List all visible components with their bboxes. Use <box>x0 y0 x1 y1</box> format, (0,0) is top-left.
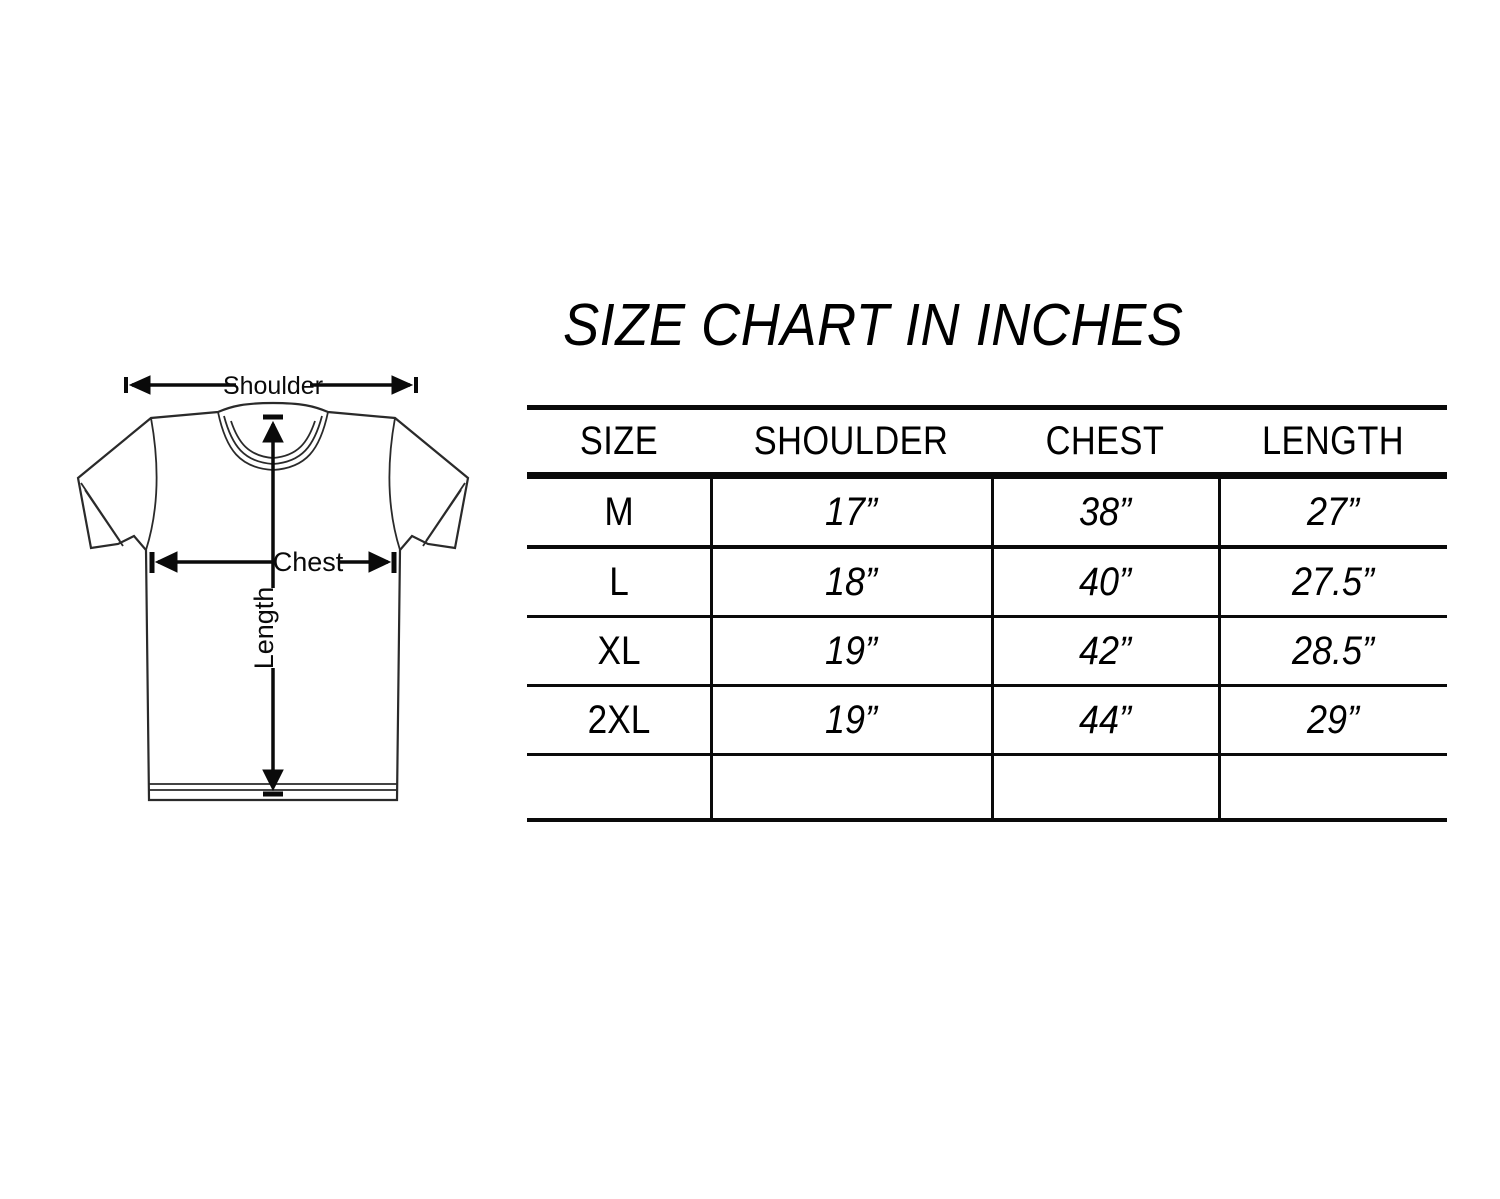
cell-shoulder: 19” <box>824 628 878 673</box>
shirt-outline <box>76 401 470 802</box>
column-header-shoulder: SHOULDER <box>753 418 949 463</box>
cell-size: L <box>609 559 629 604</box>
shoulder-dimension-arrow <box>124 375 418 395</box>
column-header-size: SIZE <box>579 418 659 463</box>
row-rule <box>527 545 1447 549</box>
table-row-empty <box>527 756 1447 818</box>
left-sleeve-detail <box>80 417 158 551</box>
cell-size: 2XL <box>587 697 651 742</box>
size-chart-block: SIZE CHART IN INCHES SIZE SHOULDER CHEST… <box>527 296 1447 822</box>
size-chart-table: SIZE SHOULDER CHEST LENGTH M 17” 38” 27”… <box>527 405 1447 822</box>
cell-chest: 44” <box>1078 697 1132 742</box>
shoulder-label: Shoulder <box>223 372 323 400</box>
length-label: Length <box>249 587 279 670</box>
t-shirt-measurement-diagram: Shoulder <box>40 360 510 840</box>
column-header-length: LENGTH <box>1261 418 1405 463</box>
cell-chest: 42” <box>1078 628 1132 673</box>
cell-length: 28.5” <box>1291 628 1375 673</box>
table-top-rule <box>527 405 1447 410</box>
cell-length: 27.5” <box>1291 559 1375 604</box>
cell-size: XL <box>597 628 641 673</box>
column-header-chest: CHEST <box>1045 418 1165 463</box>
right-sleeve-detail <box>388 417 466 551</box>
chest-dimension-arrow <box>149 551 397 573</box>
table-row: 2XL 19” 44” 29” <box>527 687 1447 753</box>
table-bottom-rule <box>527 818 1447 822</box>
row-rule <box>527 684 1447 687</box>
cell-shoulder: 18” <box>824 559 878 604</box>
header-bottom-rule <box>527 472 1447 476</box>
table-row: M 17” 38” 27” <box>527 479 1447 545</box>
cell-shoulder: 17” <box>824 489 878 534</box>
cell-size: M <box>604 489 634 534</box>
row-rule <box>527 615 1447 618</box>
chest-label: Chest <box>273 547 344 577</box>
cell-shoulder: 19” <box>824 697 878 742</box>
length-dimension-arrow <box>262 414 284 797</box>
cell-chest: 38” <box>1078 489 1132 534</box>
t-shirt-illustration: Shoulder <box>76 372 470 802</box>
cell-chest: 40” <box>1078 559 1132 604</box>
table-row: XL 19” 42” 28.5” <box>527 618 1447 684</box>
chart-title: SIZE CHART IN INCHES <box>563 292 1184 358</box>
table-header-row: SIZE SHOULDER CHEST LENGTH <box>527 410 1447 472</box>
cell-length: 29” <box>1306 697 1360 742</box>
table-row: L 18” 40” 27.5” <box>527 549 1447 615</box>
row-rule-bottom <box>527 753 1447 756</box>
cell-length: 27” <box>1306 489 1360 534</box>
row-rule-top <box>527 476 1447 479</box>
